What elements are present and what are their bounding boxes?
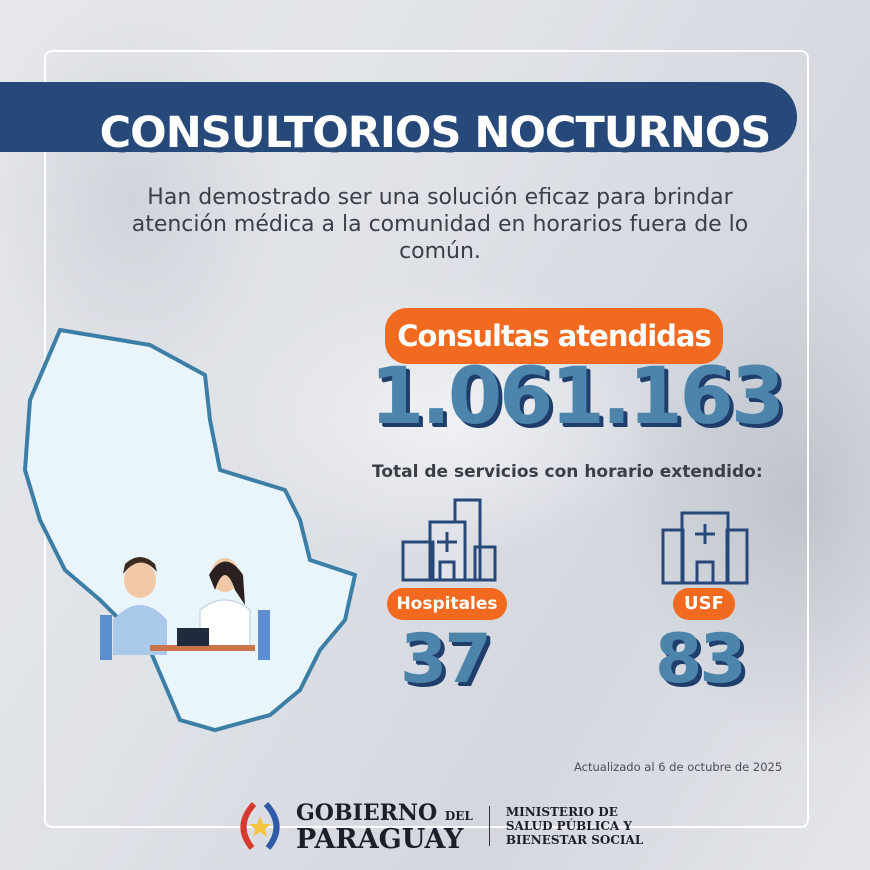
consultas-label: Consultas atendidas	[385, 308, 723, 364]
page-title: CONSULTORIOS NOCTURNOS	[99, 108, 772, 158]
services-label: Total de servicios con horario extendido…	[372, 462, 763, 482]
doctor-patient-illustration	[100, 557, 270, 660]
usf-value: 83	[655, 620, 747, 699]
ministry-line3: BIENESTAR SOCIAL	[505, 833, 644, 847]
hospitales-label: Hospitales	[387, 588, 507, 620]
ministry-line1: MINISTERIO DE	[505, 805, 618, 819]
title-banner	[0, 82, 797, 152]
gov-line1: GOBIERNO	[296, 799, 438, 826]
updated-date: Actualizado al 6 de octubre de 2025	[574, 760, 783, 774]
consultas-value: 1.061.163	[370, 352, 785, 442]
logo-divider	[488, 806, 490, 846]
ministry-name: MINISTERIO DE SALUD PÚBLICA Y BIENESTAR …	[506, 805, 643, 847]
subtitle: Han demostrado ser una solución eficaz p…	[131, 185, 749, 264]
gobierno-logo-text: GOBIERNO DEL PARAGUAY	[296, 799, 473, 855]
gov-line2: PARAGUAY	[296, 823, 464, 855]
footer-logos: GOBIERNO DEL PARAGUAY MINISTERIO DE SALU…	[232, 798, 643, 854]
paraguay-emblem-icon	[240, 801, 280, 850]
usf-label: USF	[673, 588, 735, 620]
hospital-building-icon	[401, 498, 497, 582]
hospitales-value: 37	[400, 620, 492, 699]
clinic-building-icon	[661, 511, 749, 585]
gov-del: DEL	[444, 808, 473, 823]
ministry-line2: SALUD PÚBLICA Y	[505, 819, 632, 833]
